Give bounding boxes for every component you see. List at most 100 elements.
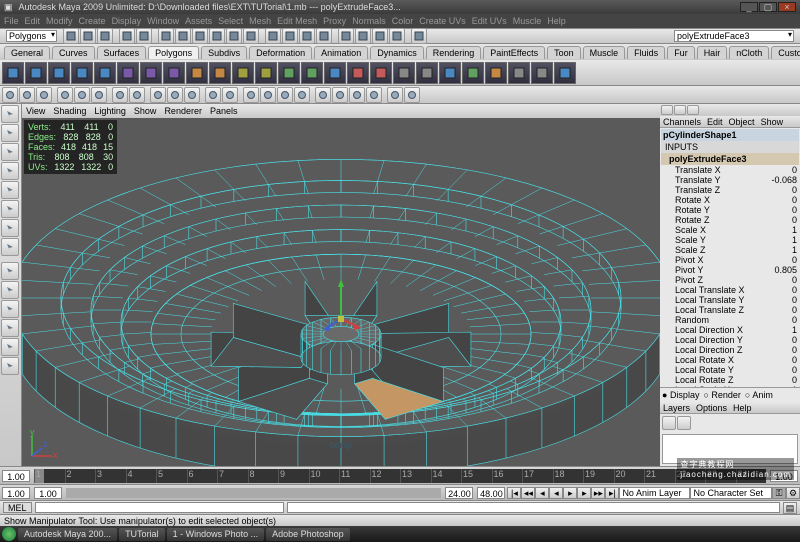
rewind-button[interactable]: |◂: [507, 487, 521, 499]
shelf-item-14[interactable]: [324, 62, 346, 84]
play-back-button[interactable]: ◂: [549, 487, 563, 499]
vpmenu-view[interactable]: View: [26, 106, 45, 116]
range-start-inner[interactable]: 1.00: [34, 487, 62, 499]
vpmenu-panels[interactable]: Panels: [210, 106, 238, 116]
light-icon[interactable]: [294, 87, 310, 103]
tool-layout4[interactable]: [1, 319, 19, 337]
tool-layout5[interactable]: [1, 338, 19, 356]
attr-row[interactable]: Rotate X0: [661, 195, 799, 205]
cam-icon[interactable]: [366, 87, 382, 103]
layer-mode-radios[interactable]: DisplayRenderAnim: [660, 388, 800, 402]
shelf-item-5[interactable]: [117, 62, 139, 84]
isolate-icon[interactable]: [205, 87, 221, 103]
shelf-item-12[interactable]: [278, 62, 300, 84]
shelf-item-21[interactable]: [485, 62, 507, 84]
attr-row[interactable]: Local Direction X1: [661, 325, 799, 335]
tool-layout1[interactable]: [1, 262, 19, 280]
shelf-item-7[interactable]: [163, 62, 185, 84]
tool-manip[interactable]: [1, 219, 19, 237]
shelf-item-22[interactable]: [508, 62, 530, 84]
soft-icon[interactable]: [112, 87, 128, 103]
autokey-button[interactable]: ⚿: [772, 487, 786, 499]
attr-row[interactable]: Pivot Z0: [661, 275, 799, 285]
shelf-tab-toon[interactable]: Toon: [547, 46, 581, 59]
cbmenu-channels[interactable]: Channels: [663, 117, 701, 127]
paint-icon[interactable]: [36, 87, 52, 103]
snap-curve-button[interactable]: [282, 28, 298, 44]
res-icon[interactable]: [332, 87, 348, 103]
shelf-tab-dynamics[interactable]: Dynamics: [370, 46, 424, 59]
sel-edge-button[interactable]: [209, 28, 225, 44]
shape-header[interactable]: pCylinderShape1: [661, 129, 799, 141]
sym-icon[interactable]: [129, 87, 145, 103]
sel-comp-button[interactable]: [175, 28, 191, 44]
shelf-item-15[interactable]: [347, 62, 369, 84]
cb-tab-icon[interactable]: [687, 105, 699, 115]
shelf-item-8[interactable]: [186, 62, 208, 84]
shelf-tab-deformation[interactable]: Deformation: [249, 46, 312, 59]
hist-button[interactable]: [389, 28, 405, 44]
arrow-icon[interactable]: [2, 87, 18, 103]
sel-uv-button[interactable]: [243, 28, 259, 44]
menu-muscle[interactable]: Muscle: [513, 16, 542, 26]
tool-paint[interactable]: [1, 143, 19, 161]
tool-layout6[interactable]: [1, 357, 19, 375]
tool-layout3[interactable]: [1, 300, 19, 318]
attr-row[interactable]: Local Rotate Z0: [661, 375, 799, 385]
command-input[interactable]: [35, 502, 285, 513]
laymenu-help[interactable]: Help: [733, 403, 752, 413]
attr-row[interactable]: Local Direction Y0: [661, 335, 799, 345]
snap-view-button[interactable]: [316, 28, 332, 44]
shelf-tab-fluids[interactable]: Fluids: [627, 46, 665, 59]
start-button[interactable]: [2, 527, 16, 541]
xray-icon[interactable]: [222, 87, 238, 103]
menu-proxy[interactable]: Proxy: [323, 16, 346, 26]
shelf-tab-curves[interactable]: Curves: [52, 46, 95, 59]
menu-normals[interactable]: Normals: [352, 16, 386, 26]
shelf-item-23[interactable]: [531, 62, 553, 84]
cbmenu-show[interactable]: Show: [761, 117, 784, 127]
node-header[interactable]: polyExtrudeFace3: [661, 153, 799, 165]
cbmenu-object[interactable]: Object: [729, 117, 755, 127]
attr-row[interactable]: Pivot Y0.805: [661, 265, 799, 275]
prefs-button[interactable]: ⚙: [786, 487, 800, 499]
shelf-item-18[interactable]: [416, 62, 438, 84]
shelf-tab-painteffects[interactable]: PaintEffects: [483, 46, 545, 59]
range-start-outer[interactable]: 1.00: [2, 487, 30, 499]
x-icon[interactable]: [150, 87, 166, 103]
shelf-item-19[interactable]: [439, 62, 461, 84]
task-1[interactable]: TUTorial: [119, 528, 165, 541]
shelf-tab-surfaces[interactable]: Surfaces: [97, 46, 147, 59]
layer-radio-render[interactable]: Render: [703, 390, 740, 400]
z-icon[interactable]: [184, 87, 200, 103]
wire-icon[interactable]: [243, 87, 259, 103]
attr-row[interactable]: Translate Z0: [661, 185, 799, 195]
fast-fwd-button[interactable]: ▸|: [605, 487, 619, 499]
vpmenu-show[interactable]: Show: [134, 106, 157, 116]
rotate-icon[interactable]: [74, 87, 90, 103]
lasso-icon[interactable]: [19, 87, 35, 103]
menu-create[interactable]: Create: [79, 16, 106, 26]
vpmenu-renderer[interactable]: Renderer: [164, 106, 202, 116]
bake-button[interactable]: [372, 28, 388, 44]
attr-row[interactable]: Local Translate Z0: [661, 305, 799, 315]
attr-row[interactable]: Local Translate X0: [661, 285, 799, 295]
shelf-tab-fur[interactable]: Fur: [667, 46, 695, 59]
menu-modify[interactable]: Modify: [46, 16, 73, 26]
attr-row[interactable]: Local Rotate Y0: [661, 365, 799, 375]
redo-button[interactable]: [136, 28, 152, 44]
attr-row[interactable]: Translate Y-0.068: [661, 175, 799, 185]
laymenu-layers[interactable]: Layers: [663, 403, 690, 413]
ipr-button[interactable]: [355, 28, 371, 44]
vpmenu-shading[interactable]: Shading: [53, 106, 86, 116]
play-button[interactable]: ▸: [563, 487, 577, 499]
attr-row[interactable]: Local Rotate X0: [661, 355, 799, 365]
attr-row[interactable]: Random0: [661, 315, 799, 325]
laymenu-options[interactable]: Options: [696, 403, 727, 413]
layer-new-icon[interactable]: [662, 416, 676, 430]
shelf-item-2[interactable]: [48, 62, 70, 84]
save-button[interactable]: [97, 28, 113, 44]
construction-button[interactable]: [411, 28, 427, 44]
tool-rotate[interactable]: [1, 181, 19, 199]
shelf-item-16[interactable]: [370, 62, 392, 84]
